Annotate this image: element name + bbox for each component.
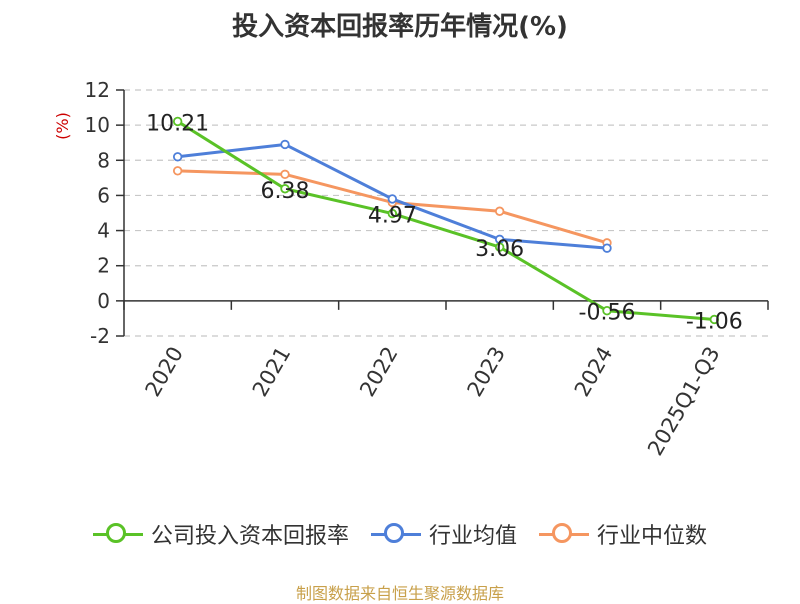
series-0-point-2 [387,208,398,219]
series-0-point-3 [494,242,505,252]
source-note: 制图数据来自恒生聚源数据库 [295,584,504,603]
gridlines [124,89,768,337]
series-0-point-1 [280,184,290,194]
data-label-5: -1.06 [686,309,743,334]
legend-label-1: 行业均值 [428,524,517,549]
series-1-point-4 [602,243,612,253]
series-1-point-1 [280,139,290,150]
data-label-2: 4.97 [368,204,417,229]
y-tick-label-3: 6 [97,183,110,207]
series-2-point-3 [494,206,505,216]
series-1-point-0 [172,152,183,162]
series-0-point-5 [709,314,720,325]
series-2-point-1 [280,169,290,180]
y-tick-label-0: 12 [85,78,110,102]
data-label-1: 6.38 [261,179,310,204]
legend-item-2[interactable]: 行业中位数 [539,518,707,550]
x-tick-label-3: 2023 [462,343,510,401]
series-line-0 [176,120,715,321]
y-tick-label-7: -2 [90,324,110,348]
legend-item-0[interactable]: 公司投入资本回报率 [92,518,349,550]
x-tick-label-2: 2022 [355,343,403,401]
series-0-point-0 [172,116,183,127]
data-labels: 10.21 6.38 4.97 3.06 -0.56 -1.06 [146,111,743,334]
legend-item-1[interactable]: 行业均值 [370,518,517,550]
series-2-point-0 [172,166,183,176]
data-label-3: 3.06 [475,237,524,262]
legend-swatch-2 [539,522,589,546]
data-label-0: 10.21 [146,111,209,136]
y-tick-label-5: 2 [97,254,110,278]
series [172,116,720,325]
legend-marker-2 [552,523,572,543]
legend: 公司投入资本回报率 行业均值 行业中位数 [0,518,800,550]
y-axis-label: (%) [53,112,72,140]
chart-title: 投入资本回报率历年情况(%) [232,12,568,42]
y-tick-label-2: 8 [97,148,110,172]
series-1-point-2 [387,194,398,204]
series-0-point-4 [602,305,612,316]
line-chart: 12 10 8 6 4 2 0 -2 2020 2021 2022 2023 2024 2025Q1-Q3… [53,78,769,460]
y-tick-label-4: 4 [97,219,110,243]
data-label-4: -0.56 [579,301,636,326]
legend-label-0: 公司投入资本回报率 [150,524,349,549]
x-tick-label-5: 2025Q1-Q3 [643,343,725,460]
y-tick-label-6: 0 [97,289,110,313]
x-tick-label-0: 2020 [140,343,188,401]
legend-swatch-0 [92,522,143,546]
legend-swatch-1 [370,522,421,546]
legend-marker-1 [383,523,404,543]
x-tick-label-1: 2021 [248,343,296,401]
y-tick-label-1: 10 [85,113,110,137]
legend-marker-0 [105,523,126,543]
x-tick-label-4: 2024 [570,343,618,401]
legend-label-2: 行业中位数 [597,524,708,549]
